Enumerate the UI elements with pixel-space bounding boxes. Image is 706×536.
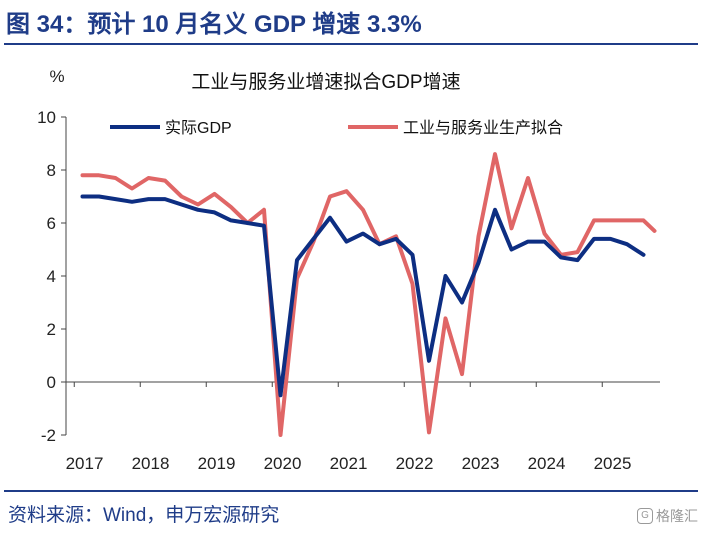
source-note: 资料来源：Wind，申万宏源研究 (8, 505, 280, 526)
x-tick-label: 2024 (528, 454, 566, 473)
x-tick-label: 2021 (330, 454, 368, 473)
figure-title: 图 34：预计 10 月名义 GDP 增速 3.3% (6, 11, 422, 38)
series-line-gdp (80, 194, 646, 398)
legend-item-gdp: 实际GDP (110, 119, 232, 137)
series-line-fit (80, 152, 657, 437)
watermark-logo-icon: G (637, 508, 653, 524)
x-tick-label: 2025 (594, 454, 632, 473)
source-rule (4, 490, 698, 492)
watermark: G 格隆汇 (637, 506, 698, 526)
y-tick-label: 6 (47, 214, 56, 233)
x-tick-label: 2018 (132, 454, 170, 473)
y-axis-unit-label: % (49, 67, 64, 86)
y-tick-label: 8 (47, 161, 56, 180)
x-tick-label: 2017 (66, 454, 104, 473)
legend-label: 实际GDP (165, 119, 232, 137)
chart-title: 工业与服务业增速拟合GDP增速 (191, 71, 460, 93)
y-tick-label: 4 (47, 267, 56, 286)
y-tick-label: -2 (41, 426, 56, 445)
y-tick-label: 0 (47, 373, 56, 392)
x-tick-label: 2019 (198, 454, 236, 473)
title-rule (4, 43, 698, 45)
y-tick-label: 10 (37, 108, 56, 127)
x-tick-label: 2022 (396, 454, 434, 473)
y-tick-label: 2 (47, 320, 56, 339)
legend-label: 工业与服务业生产拟合 (403, 119, 563, 137)
legend-item-fit: 工业与服务业生产拟合 (348, 119, 563, 137)
watermark-text: 格隆汇 (656, 508, 698, 524)
x-tick-label: 2020 (264, 454, 302, 473)
x-tick-label: 2023 (462, 454, 500, 473)
